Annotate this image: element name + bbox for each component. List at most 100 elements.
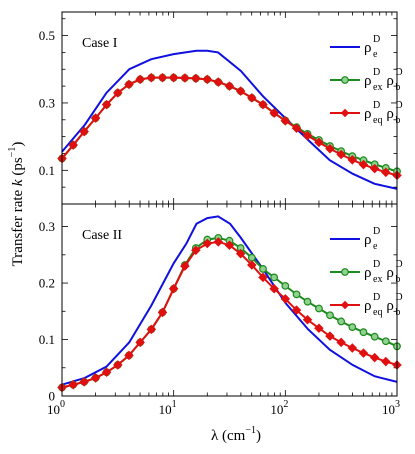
data-point — [247, 260, 257, 270]
series-1 — [61, 215, 398, 386]
y-tick-label: 0 — [49, 389, 56, 404]
data-point — [369, 163, 380, 174]
data-point — [281, 281, 290, 290]
y-tick-label: 0.2 — [39, 276, 55, 291]
x-tick-exp: 1 — [172, 399, 177, 410]
legend-sup: D — [373, 67, 380, 78]
legend-sup: D — [395, 292, 402, 303]
data-point — [369, 352, 380, 363]
y-label-prefix: Transfer rate — [10, 186, 26, 266]
legend-marker — [340, 300, 350, 310]
legend-sub: ex — [373, 82, 382, 93]
data-point — [291, 305, 302, 315]
y-tick-label: 0.5 — [39, 28, 55, 43]
x-tick-exp: 0 — [60, 399, 65, 410]
data-point — [292, 290, 301, 299]
x-tick-exp: 2 — [283, 399, 288, 410]
data-point — [258, 99, 268, 110]
data-point — [302, 130, 313, 141]
series-line — [61, 236, 398, 389]
data-point — [90, 113, 101, 123]
legend-rho: ρ — [386, 106, 394, 122]
data-point — [235, 248, 246, 259]
data-point — [168, 72, 179, 83]
legend-rho: ρ — [364, 265, 372, 281]
legend: ρD eρD ex ρD bρD eq ρD b — [330, 34, 403, 126]
x-tick-exp: 3 — [395, 399, 400, 410]
legend-sub: e — [373, 241, 378, 252]
x-label-main: λ (cm — [211, 428, 246, 444]
data-point — [90, 373, 101, 383]
data-point — [280, 116, 291, 126]
data-point — [247, 253, 256, 262]
data-point — [113, 88, 123, 98]
y-tick-label: 0.3 — [39, 95, 55, 110]
data-point — [291, 123, 302, 133]
y-tick-label: 0.1 — [39, 163, 55, 178]
x-label-close: ) — [256, 428, 261, 444]
data-point — [303, 297, 312, 306]
legend-label: ρD e — [364, 226, 380, 252]
data-point — [202, 74, 213, 85]
legend-sub: ex — [373, 274, 382, 285]
legend-label: ρD eq ρD b — [364, 100, 403, 126]
data-point — [381, 167, 391, 178]
data-point — [337, 317, 346, 326]
data-point — [336, 337, 346, 348]
y-label-unit: (ps — [10, 157, 26, 179]
data-point — [247, 93, 257, 103]
panel-label: Case I — [82, 36, 118, 51]
data-point — [325, 331, 335, 341]
x-tick-label: 103 — [382, 399, 400, 417]
y-label-exp: −1 — [7, 147, 18, 158]
data-point — [180, 261, 190, 271]
data-point — [124, 79, 134, 90]
data-point — [358, 159, 369, 170]
legend-sub: b — [395, 82, 400, 93]
series-line — [61, 49, 398, 190]
data-point — [315, 304, 323, 313]
y-axis-label: Transfer rate k (ps−1) — [7, 142, 26, 267]
data-point — [269, 108, 279, 118]
data-point — [157, 72, 168, 83]
legend-sub: b — [395, 307, 400, 318]
legend-sup: D — [373, 226, 380, 237]
data-point — [336, 149, 346, 160]
data-point — [348, 323, 357, 332]
data-point — [381, 356, 391, 367]
series-3 — [57, 237, 402, 393]
legend-sup: D — [373, 100, 380, 111]
data-point — [79, 377, 89, 387]
legend-rho: ρ — [386, 73, 394, 89]
data-point — [113, 360, 123, 370]
data-point — [358, 348, 369, 358]
x-tick-base: 10 — [159, 402, 172, 417]
data-point — [135, 337, 145, 348]
data-point — [79, 126, 89, 137]
legend-sub: b — [395, 115, 400, 126]
y-label-close: ) — [10, 142, 26, 147]
legend-sup: D — [395, 67, 402, 78]
legend: ρD eρD ex ρD bρD eq ρD b — [330, 226, 403, 318]
data-point — [347, 155, 358, 165]
data-point — [224, 81, 235, 91]
x-tick-base: 10 — [270, 402, 283, 417]
x-tick-base: 10 — [47, 402, 60, 417]
legend-label: ρD ex ρD b — [364, 67, 403, 93]
legend-rho: ρ — [364, 73, 372, 89]
legend-rho: ρ — [364, 298, 372, 314]
data-point — [124, 350, 134, 361]
x-tick-label: 101 — [159, 399, 177, 417]
data-point — [135, 74, 145, 85]
legend-marker — [341, 76, 349, 84]
legend-label: ρD eq ρD b — [364, 292, 403, 318]
data-point — [258, 272, 268, 283]
plot-frame — [61, 203, 398, 397]
series-line — [61, 215, 398, 386]
data-point — [381, 337, 390, 346]
data-point — [325, 143, 335, 154]
x-tick-label: 100 — [47, 399, 65, 417]
